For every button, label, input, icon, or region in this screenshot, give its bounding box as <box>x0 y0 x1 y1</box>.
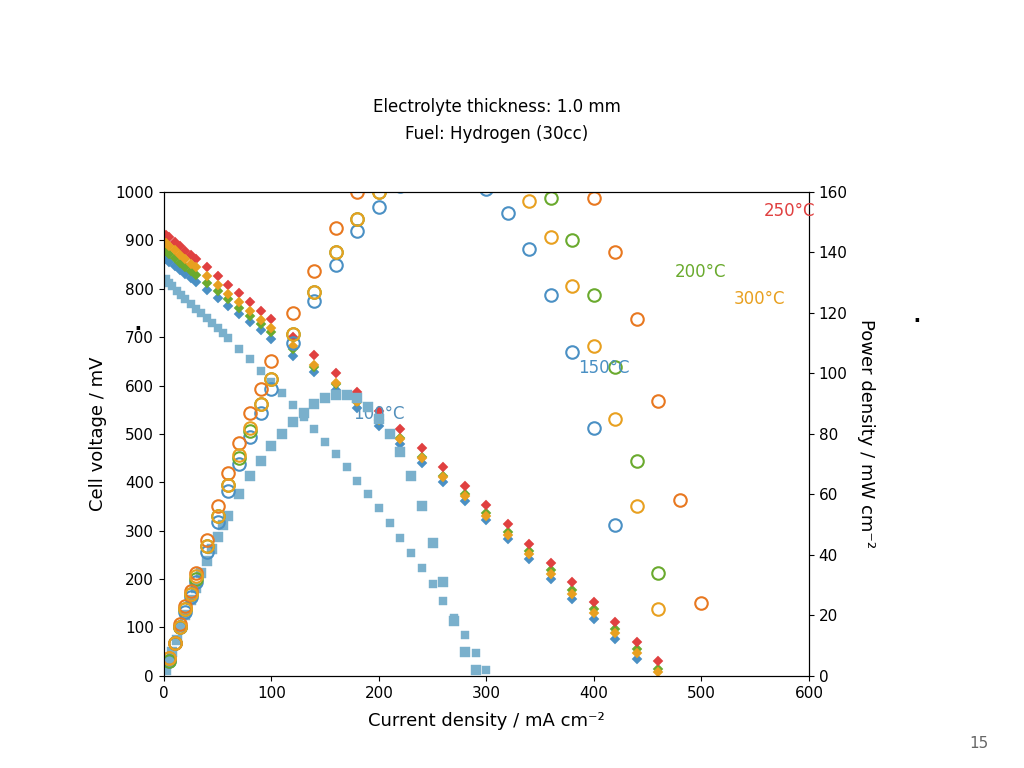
Text: ·: · <box>911 306 922 339</box>
Text: 300°C: 300°C <box>734 290 785 308</box>
Text: 15: 15 <box>969 736 988 751</box>
Text: Electrolyte thickness: 1.0 mm: Electrolyte thickness: 1.0 mm <box>373 98 621 116</box>
Text: 200°C: 200°C <box>675 263 726 280</box>
Text: 250°C: 250°C <box>764 202 815 220</box>
Text: 100°C: 100°C <box>353 406 404 423</box>
Y-axis label: Power density / mW cm⁻²: Power density / mW cm⁻² <box>857 319 876 548</box>
Text: Fuel cell performance (temperature dependence): Fuel cell performance (temperature depen… <box>13 22 786 49</box>
Text: Fuel: Hydrogen (30cc): Fuel: Hydrogen (30cc) <box>406 125 588 143</box>
Y-axis label: Cell voltage / mV: Cell voltage / mV <box>89 356 108 511</box>
X-axis label: Current density / mA cm⁻²: Current density / mA cm⁻² <box>368 712 605 730</box>
Text: ·: · <box>133 314 143 346</box>
Text: 150°C: 150°C <box>578 359 630 377</box>
